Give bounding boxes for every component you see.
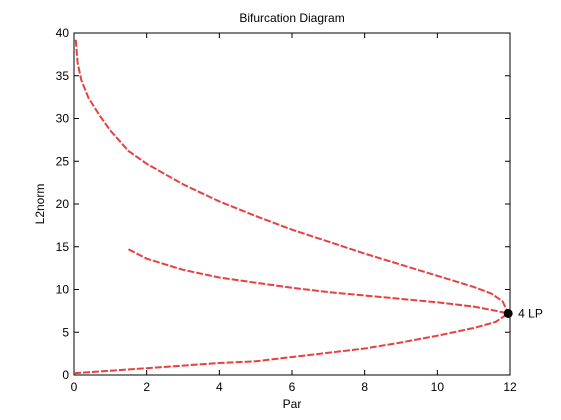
x-axis-ticks: 0 2 4 6 8 10 12 [71,33,517,394]
y-tick-label: 0 [62,368,69,382]
branch-curve-2 [128,248,509,315]
y-axis-label: L2norm [33,184,47,225]
x-tick-label: 8 [361,380,368,394]
x-tick-label: 12 [503,380,517,394]
y-tick-label: 20 [56,197,70,211]
y-tick-label: 10 [56,283,70,297]
y-tick-label: 15 [56,240,70,254]
annotation-layer: 4 LP [503,306,543,320]
limit-point-label: 4 LP [518,306,543,320]
plot-area [73,32,511,376]
chart-title: Bifurcation Diagram [239,11,344,25]
x-tick-label: 4 [216,380,223,394]
y-tick-label: 30 [56,112,70,126]
y-tick-label: 5 [62,325,69,339]
limit-point-marker [503,308,513,318]
branch-curve-3 [73,312,509,375]
x-axis-label: Par [283,397,302,411]
x-tick-label: 0 [71,380,78,394]
y-axis-ticks: 0 5 10 15 20 25 30 35 40 [56,26,510,382]
y-tick-label: 40 [56,26,70,40]
x-tick-label: 6 [289,380,296,394]
x-tick-label: 10 [431,380,445,394]
branch-curve-1 [74,39,510,314]
x-tick-label: 2 [143,380,150,394]
y-tick-label: 35 [56,69,70,83]
series-layer [73,39,510,375]
y-tick-label: 25 [56,154,70,168]
